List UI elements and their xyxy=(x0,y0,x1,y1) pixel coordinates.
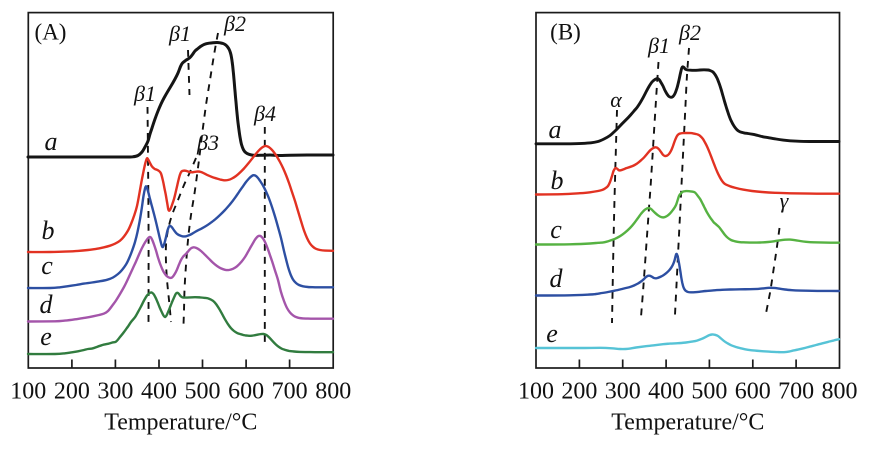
svg-text:300: 300 xyxy=(97,379,133,405)
svg-text:d: d xyxy=(40,290,54,319)
svg-text:600: 600 xyxy=(228,379,264,405)
svg-text:500: 500 xyxy=(691,379,727,405)
svg-text:(A): (A) xyxy=(35,20,67,45)
svg-text:600: 600 xyxy=(735,379,771,405)
svg-text:e: e xyxy=(546,319,558,348)
svg-text:β4: β4 xyxy=(253,101,276,126)
svg-text:Temperature/°C: Temperature/°C xyxy=(104,410,257,436)
svg-text:Temperature/°C: Temperature/°C xyxy=(611,410,764,436)
svg-text:c: c xyxy=(550,215,562,244)
svg-text:700: 700 xyxy=(778,379,814,405)
svg-text:a: a xyxy=(45,127,58,156)
svg-text:400: 400 xyxy=(141,379,177,405)
svg-text:d: d xyxy=(550,264,564,293)
svg-text:β1: β1 xyxy=(168,21,191,46)
svg-text:b: b xyxy=(42,216,55,245)
svg-text:(B): (B) xyxy=(550,20,581,45)
svg-text:800: 800 xyxy=(315,379,351,405)
svg-text:α: α xyxy=(610,87,622,112)
svg-text:400: 400 xyxy=(648,379,684,405)
svg-text:β2: β2 xyxy=(678,20,701,45)
svg-text:c: c xyxy=(41,251,53,280)
svg-text:800: 800 xyxy=(822,379,858,405)
svg-text:100: 100 xyxy=(518,379,554,405)
svg-text:700: 700 xyxy=(272,379,308,405)
svg-text:300: 300 xyxy=(605,379,641,405)
svg-text:β1: β1 xyxy=(133,81,156,106)
svg-text:β3: β3 xyxy=(196,130,219,155)
svg-text:b: b xyxy=(551,166,564,195)
svg-text:e: e xyxy=(40,322,52,351)
svg-text:a: a xyxy=(549,115,562,144)
svg-text:200: 200 xyxy=(561,379,597,405)
svg-text:β1: β1 xyxy=(647,33,670,58)
svg-text:100: 100 xyxy=(10,379,46,405)
svg-text:β2: β2 xyxy=(223,11,246,36)
svg-text:γ: γ xyxy=(780,188,790,213)
svg-text:500: 500 xyxy=(185,379,221,405)
svg-text:200: 200 xyxy=(54,379,90,405)
